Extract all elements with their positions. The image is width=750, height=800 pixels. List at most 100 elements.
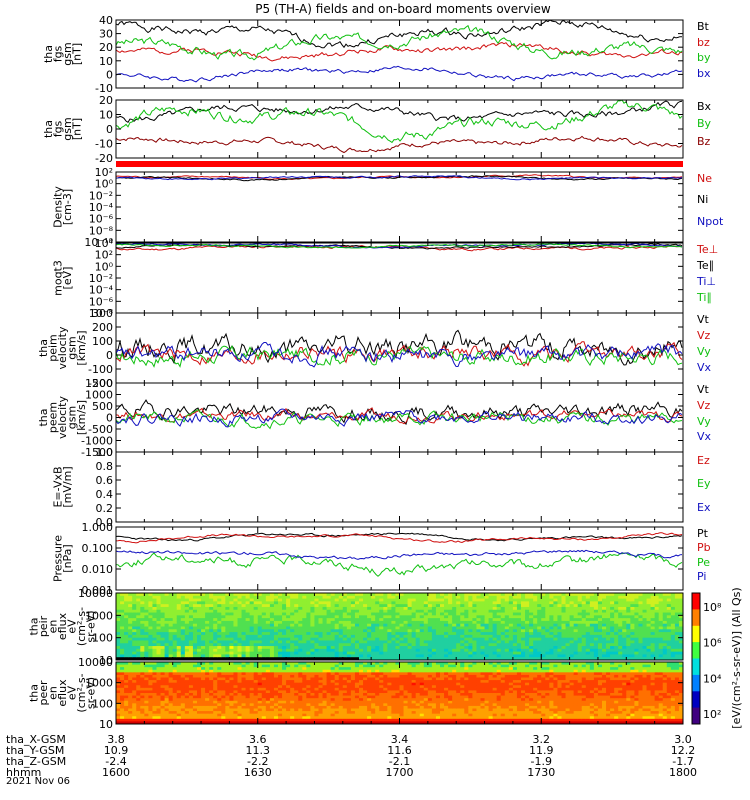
heat-cell: [670, 606, 676, 611]
heat-cell: [225, 716, 230, 720]
heat-cell: [318, 601, 324, 605]
heat-cell: [172, 593, 178, 597]
heat-cell: [144, 637, 149, 641]
heat-cell: [221, 620, 226, 625]
heat-cell: [359, 626, 364, 630]
heat-cell: [213, 705, 218, 709]
heat-cell: [573, 593, 579, 597]
heat-cell: [160, 646, 166, 650]
heat-cell: [148, 667, 153, 671]
heat-cell: [516, 643, 522, 647]
heat-cell: [500, 612, 506, 616]
heat-cell: [217, 690, 222, 694]
heat-cell: [116, 623, 121, 627]
heat-cell: [593, 646, 599, 650]
heat-cell: [241, 711, 247, 715]
heat-cell: [488, 634, 494, 639]
heat-cell: [541, 615, 546, 619]
heat-cell: [379, 601, 384, 605]
heat-cell: [614, 657, 619, 661]
heat-cell: [245, 680, 251, 684]
heat-cell: [176, 690, 182, 694]
heat-cell: [431, 598, 437, 602]
heat-cell: [229, 667, 234, 671]
heat-cell: [537, 632, 542, 636]
heat-cell: [136, 716, 141, 720]
heat-cell: [188, 615, 194, 619]
heat-cell: [553, 620, 558, 625]
heat-cell: [403, 606, 409, 611]
heat-cell: [626, 593, 631, 597]
heat-cell: [419, 606, 425, 611]
heat-cell: [569, 595, 575, 600]
heat-cell: [120, 598, 125, 602]
heat-cell: [209, 629, 214, 633]
heat-cell: [387, 646, 392, 650]
heat-cell: [460, 654, 465, 658]
heat-cell: [120, 615, 125, 619]
heat-cell: [427, 626, 433, 630]
legend-Ez: Ez: [697, 454, 710, 467]
heat-cell: [229, 680, 234, 684]
heat-cell: [184, 648, 190, 653]
heat-cell: [435, 629, 441, 633]
heat-cell: [658, 593, 664, 597]
heat-cell: [241, 690, 247, 694]
panel-frame: [115, 171, 684, 243]
heat-cell: [132, 615, 137, 619]
heat-cell: [504, 606, 510, 611]
ytick-label: 1500: [85, 377, 113, 390]
heat-cell: [286, 626, 291, 630]
heat-cell: [298, 620, 303, 625]
heat-cell: [622, 651, 627, 655]
heat-cell: [229, 703, 234, 707]
heat-cell: [423, 646, 429, 650]
heat-cell: [172, 708, 178, 712]
heat-cell: [537, 601, 542, 605]
heat-cell: [213, 698, 218, 702]
heat-cell: [269, 601, 275, 605]
heat-cell: [278, 620, 283, 625]
heat-cell: [338, 634, 344, 639]
heat-cell: [674, 601, 680, 605]
heat-cell: [168, 651, 174, 655]
heat-cell: [201, 620, 206, 625]
heat-cell: [363, 646, 368, 650]
heat-cell: [116, 629, 121, 633]
heat-cell: [363, 595, 368, 600]
heat-cell: [116, 601, 121, 605]
heat-cell: [363, 618, 368, 622]
ytick-label: 100: [92, 632, 113, 645]
heat-cell: [278, 598, 283, 602]
heat-cell: [286, 612, 291, 616]
heat-cell: [350, 604, 356, 608]
heat-cell: [298, 606, 303, 611]
heat-cell: [302, 629, 307, 633]
heat-cell: [626, 606, 631, 611]
heat-cell: [415, 657, 421, 661]
heat-cell: [423, 629, 429, 633]
heat-cell: [290, 598, 295, 602]
heat-cell: [233, 703, 238, 707]
heat-cell: [456, 601, 461, 605]
heat-cell: [618, 618, 623, 622]
heat-cell: [148, 601, 153, 605]
heat-cell: [646, 620, 652, 625]
ytick-label: 10²: [95, 166, 113, 179]
heat-cell: [269, 677, 275, 681]
heat-cell: [128, 680, 133, 684]
heat-cell: [120, 623, 125, 627]
heat-cell: [545, 612, 550, 616]
heat-cell: [431, 648, 437, 653]
heat-cell: [229, 700, 234, 704]
heat-cell: [650, 620, 656, 625]
heat-cell: [606, 657, 611, 661]
heat-cell: [646, 598, 652, 602]
heat-cell: [168, 669, 174, 673]
heat-cell: [395, 609, 400, 614]
heat-cell: [346, 623, 352, 627]
heat-cell: [188, 664, 194, 668]
heat-cell: [245, 674, 251, 678]
heat-cell: [504, 604, 510, 608]
heat-cell: [168, 643, 174, 647]
